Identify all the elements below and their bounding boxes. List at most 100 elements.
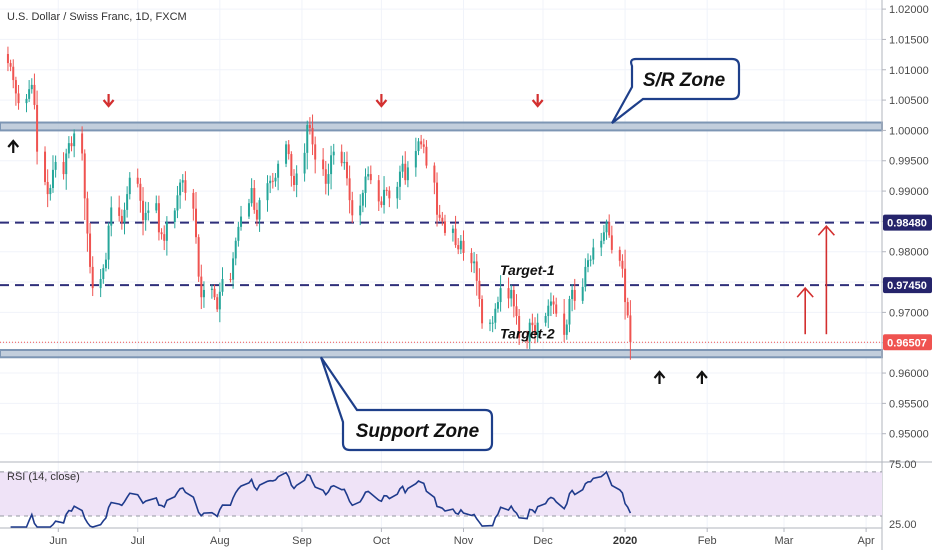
candle: [247, 198, 250, 219]
candle: [36, 90, 39, 165]
candle: [536, 313, 539, 343]
y-tick-label: 0.99500: [889, 156, 929, 168]
candle: [330, 145, 333, 190]
candle: [499, 275, 502, 312]
candle: [322, 148, 325, 176]
candle: [396, 181, 399, 209]
candle: [128, 172, 131, 200]
candle: [475, 254, 478, 296]
candle: [380, 196, 383, 208]
candle: [86, 191, 89, 252]
candle: [213, 284, 216, 301]
candle: [348, 165, 351, 214]
x-tick-label: 2020: [613, 535, 637, 547]
candle: [314, 136, 317, 174]
candle: [81, 126, 84, 161]
candle: [102, 264, 105, 284]
candle: [340, 144, 343, 167]
candle: [600, 232, 603, 257]
candle: [295, 165, 298, 198]
candle: [515, 294, 518, 325]
candle: [44, 146, 47, 186]
candle: [345, 151, 348, 186]
candle: [290, 151, 293, 187]
candle: [436, 172, 439, 227]
candle: [218, 282, 221, 323]
sr-zone-callout: S/R Zone: [611, 57, 741, 125]
marker-layer: [7, 94, 835, 384]
down-arrow-icon: [375, 94, 388, 108]
candle: [237, 221, 240, 247]
x-tick-label: Apr: [858, 535, 875, 547]
y-tick-label: 0.98000: [889, 247, 929, 259]
rsi-band: [0, 471, 882, 516]
rsi-line: [10, 470, 632, 528]
candle: [195, 192, 197, 244]
x-tick-label: Jul: [131, 535, 145, 547]
candle: [592, 238, 595, 265]
candle: [163, 225, 166, 251]
candle: [422, 138, 425, 154]
candle: [364, 168, 367, 208]
candle: [147, 202, 150, 221]
up-arrow-icon: [7, 139, 20, 153]
candle: [438, 204, 441, 222]
candle: [441, 211, 444, 226]
candle: [626, 297, 629, 318]
candle: [451, 225, 454, 242]
candle: [624, 249, 627, 320]
candle: [573, 278, 576, 310]
candle: [157, 195, 160, 241]
candle: [126, 186, 129, 218]
candle: [478, 268, 481, 307]
candle: [240, 205, 243, 231]
support-zone-callout: Support Zone: [319, 356, 494, 452]
sr-zone-band: [0, 121, 883, 132]
candle: [255, 202, 258, 227]
candle: [234, 237, 237, 266]
candle: [510, 284, 513, 307]
candle: [584, 258, 587, 292]
candle: [473, 252, 476, 274]
candle: [528, 318, 531, 349]
candle: [610, 225, 613, 254]
candle: [547, 299, 550, 329]
candle: [507, 277, 510, 309]
candle: [118, 195, 121, 222]
candle: [377, 174, 380, 212]
support-zone-callout-label: Support Zone: [356, 421, 480, 442]
candle: [12, 59, 15, 89]
candle: [139, 178, 142, 213]
candle: [46, 169, 49, 208]
rsi-tick-label: 25.00: [889, 519, 917, 531]
candle: [210, 284, 213, 299]
candle: [454, 215, 457, 248]
candle: [629, 300, 632, 360]
candle: [621, 254, 624, 278]
candle: [385, 187, 388, 196]
candle: [62, 152, 65, 180]
price-tag-label: 0.96507: [887, 337, 927, 349]
candle: [549, 292, 552, 317]
candle: [462, 230, 465, 261]
candle: [200, 264, 203, 310]
candle: [144, 201, 147, 231]
y-tick-label: 1.00500: [889, 95, 929, 107]
target1-label: Target-1: [500, 262, 555, 278]
candle: [51, 155, 54, 193]
candle: [287, 140, 290, 160]
projection-arrow-icon: [796, 286, 814, 335]
candle: [65, 148, 68, 190]
candle: [184, 171, 187, 201]
candle: [565, 319, 568, 340]
price-tag: 0.97450: [883, 277, 932, 294]
candle: [73, 129, 76, 158]
rsi-layer: RSI (14, close) 75.00 25.00: [0, 459, 917, 531]
x-tick-label: Jun: [49, 535, 67, 547]
y-tick-label: 1.00000: [889, 125, 929, 137]
candle: [165, 216, 168, 256]
candle: [197, 234, 200, 282]
candle: [433, 162, 436, 195]
candle: [107, 222, 110, 270]
